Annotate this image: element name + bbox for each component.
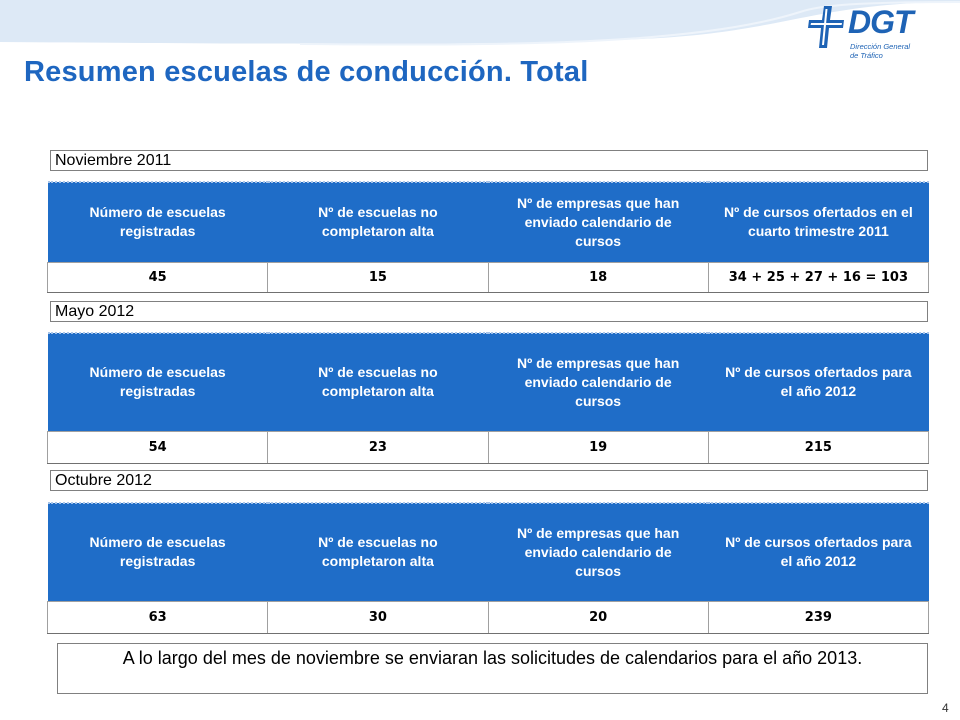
summary-table-oct-2012: Número de escuelas registradas Nº de esc… [46, 502, 930, 634]
table-header-row: Número de escuelas registradas Nº de esc… [47, 502, 929, 601]
summary-table-nov-2011: Número de escuelas registradas Nº de esc… [46, 181, 930, 293]
cell-registered-schools: 45 [46, 261, 269, 293]
cell-courses-offered: 215 [707, 430, 930, 464]
col-registered-schools: Número de escuelas registradas [47, 502, 268, 601]
cell-courses-offered: 239 [707, 600, 930, 634]
col-courses-offered: Nº de cursos ofertados para el año 2012 [708, 502, 929, 601]
col-companies-sent-calendar: Nº de empresas que han enviado calendari… [488, 181, 709, 262]
col-courses-offered: Nº de cursos ofertados para el año 2012 [708, 332, 929, 431]
table-header-row: Número de escuelas registradas Nº de esc… [47, 181, 929, 262]
dgt-logo: DGT Dirección General de Tráfico [808, 4, 938, 64]
col-courses-offered: Nº de cursos ofertados en el cuarto trim… [708, 181, 929, 262]
cell-companies-sent-calendar: 20 [487, 600, 709, 634]
cell-companies-sent-calendar: 19 [487, 430, 709, 464]
note-box: A lo largo del mes de noviembre se envia… [57, 643, 928, 694]
cell-incomplete-signups: 15 [267, 261, 489, 293]
cell-incomplete-signups: 23 [267, 430, 489, 464]
cell-companies-sent-calendar: 18 [487, 261, 709, 293]
col-incomplete-signups: Nº de escuelas no completaron alta [267, 502, 488, 601]
col-companies-sent-calendar: Nº de empresas que han enviado calendari… [488, 332, 709, 431]
cell-incomplete-signups: 30 [267, 600, 489, 634]
dgt-logo-icon [808, 6, 844, 48]
cell-registered-schools: 54 [46, 430, 269, 464]
col-registered-schools: Número de escuelas registradas [47, 332, 268, 431]
logo-subtitle: Dirección General de Tráfico [850, 42, 930, 60]
table-header-row: Número de escuelas registradas Nº de esc… [47, 332, 929, 431]
cell-registered-schools: 63 [46, 600, 269, 634]
logo-subtitle-line2: de Tráfico [850, 51, 883, 60]
col-incomplete-signups: Nº de escuelas no completaron alta [267, 332, 488, 431]
table-row: 45 15 18 34 + 25 + 27 + 16 = 103 [46, 261, 930, 293]
table-row: 54 23 19 215 [46, 430, 930, 464]
col-registered-schools: Número de escuelas registradas [47, 181, 268, 262]
col-incomplete-signups: Nº de escuelas no completaron alta [267, 181, 488, 262]
page-number: 4 [942, 701, 949, 715]
period-label-nov-2011: Noviembre 2011 [50, 150, 928, 171]
cell-courses-offered: 34 + 25 + 27 + 16 = 103 [707, 261, 930, 293]
summary-table-may-2012: Número de escuelas registradas Nº de esc… [46, 332, 930, 464]
logo-subtitle-line1: Dirección General [850, 42, 911, 51]
period-label-may-2012: Mayo 2012 [50, 301, 928, 322]
logo-text: DGT [848, 4, 914, 40]
page-title: Resumen escuelas de conducción. Total [24, 56, 589, 88]
table-row: 63 30 20 239 [46, 600, 930, 634]
period-label-oct-2012: Octubre 2012 [50, 470, 928, 491]
col-companies-sent-calendar: Nº de empresas que han enviado calendari… [488, 502, 709, 601]
header-swoosh [0, 0, 960, 46]
